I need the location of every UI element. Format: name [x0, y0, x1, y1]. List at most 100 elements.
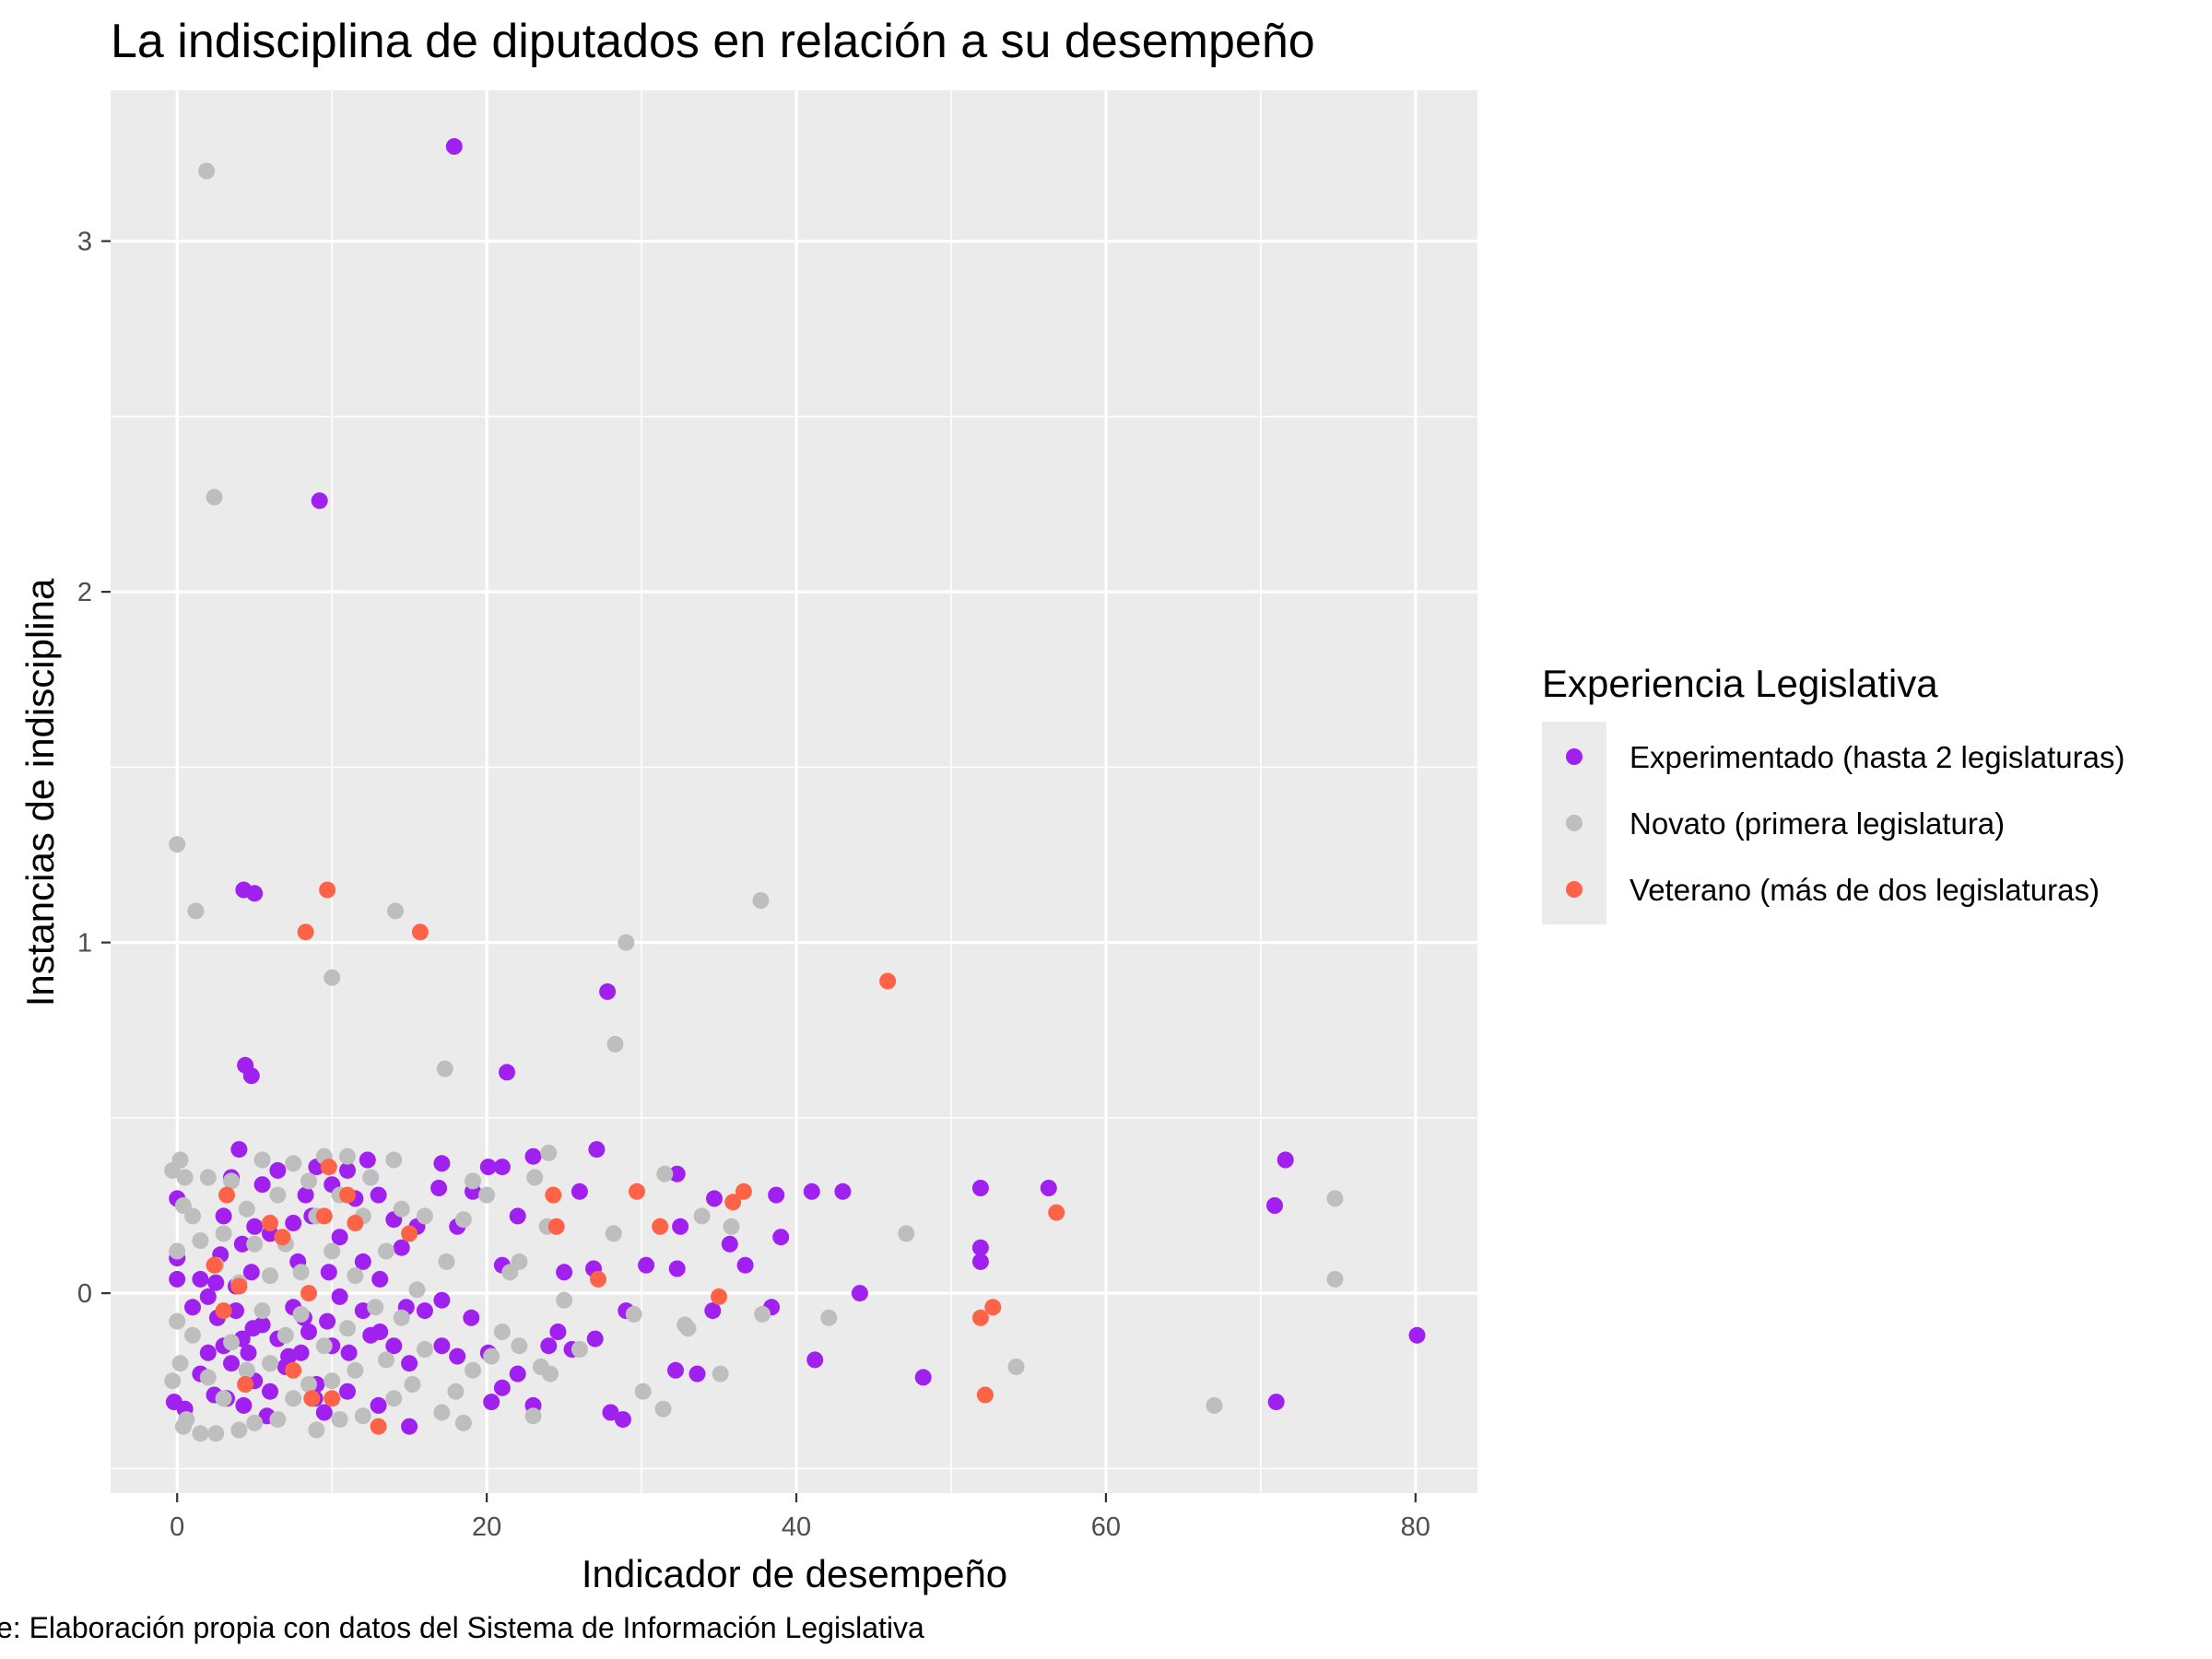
data-point: [184, 1326, 201, 1344]
data-point: [246, 1414, 264, 1431]
data-point: [693, 1207, 711, 1225]
data-point: [803, 1182, 820, 1200]
legend-key-dot: [1566, 815, 1583, 831]
data-point: [319, 1312, 336, 1330]
data-point: [164, 1372, 182, 1390]
data-point: [549, 1324, 567, 1340]
plot-panel: [111, 90, 1477, 1493]
data-point: [1408, 1326, 1426, 1344]
chart-caption: e: Elaboración propia con datos del Sist…: [0, 1611, 924, 1644]
data-point: [1206, 1396, 1223, 1414]
data-point: [416, 1302, 433, 1320]
data-point: [354, 1253, 371, 1270]
data-point: [207, 1274, 225, 1291]
data-point: [199, 1288, 217, 1305]
data-point: [184, 1299, 201, 1316]
data-point: [367, 1299, 384, 1316]
data-point: [385, 1151, 403, 1169]
data-point: [246, 1235, 264, 1253]
data-point: [244, 1320, 262, 1337]
data-point: [602, 1404, 619, 1421]
data-point: [401, 1418, 418, 1435]
data-point: [292, 1264, 310, 1281]
y-tick-label: 1: [77, 929, 92, 959]
data-point: [1007, 1359, 1025, 1375]
data-point: [300, 1376, 317, 1393]
data-point: [971, 1253, 989, 1270]
data-point: [971, 1180, 989, 1196]
data-point: [752, 892, 770, 909]
data-point: [652, 1218, 669, 1235]
data-point: [300, 1172, 317, 1190]
data-point: [274, 1229, 291, 1246]
data-point: [315, 1404, 333, 1421]
data-point: [339, 1320, 356, 1337]
data-point: [230, 1141, 248, 1159]
data-point: [667, 1361, 684, 1379]
data-point: [199, 1344, 217, 1361]
data-point: [712, 1365, 729, 1382]
data-point: [370, 1396, 387, 1414]
data-point: [524, 1407, 542, 1425]
data-point: [898, 1225, 915, 1242]
x-tick-label: 60: [1091, 1512, 1121, 1542]
data-point: [851, 1285, 868, 1302]
data-point: [315, 1207, 333, 1225]
data-point: [215, 1207, 232, 1225]
data-point: [629, 1182, 645, 1200]
data-point: [320, 1264, 337, 1281]
data-point: [449, 1347, 466, 1365]
data-point: [385, 1390, 403, 1407]
data-point: [668, 1165, 686, 1182]
data-point: [679, 1320, 697, 1337]
data-point: [169, 1312, 186, 1330]
data-point: [971, 1239, 989, 1256]
data-point: [207, 1425, 225, 1442]
data-point: [1048, 1204, 1065, 1221]
data-point: [571, 1182, 588, 1200]
data-point: [416, 1341, 433, 1358]
data-point: [253, 1302, 271, 1320]
data-point: [540, 1144, 558, 1161]
data-point: [638, 1256, 655, 1274]
x-tick-label: 0: [170, 1512, 184, 1542]
data-point: [599, 982, 617, 1000]
data-point: [206, 1256, 223, 1274]
data-point: [215, 1302, 232, 1320]
data-point: [242, 1264, 260, 1281]
data-point: [483, 1394, 500, 1411]
legend-item: Experimentado (hasta 2 legislaturas): [1566, 740, 2124, 774]
data-point: [276, 1326, 294, 1344]
data-point: [339, 1186, 356, 1204]
data-point: [879, 972, 897, 990]
data-point: [269, 1411, 287, 1429]
data-point: [768, 1186, 785, 1204]
data-point: [433, 1337, 451, 1355]
data-point: [618, 934, 635, 951]
data-point: [169, 1242, 186, 1260]
data-point: [340, 1344, 358, 1361]
legend-label: Experimentado (hasta 2 legislaturas): [1630, 740, 2124, 774]
data-point: [532, 1359, 549, 1375]
data-point: [976, 1386, 994, 1404]
data-point: [253, 1176, 271, 1194]
data-point: [223, 1355, 240, 1372]
legend-item: Veterano (más de dos legislaturas): [1566, 873, 2100, 907]
data-point: [253, 1151, 271, 1169]
data-point: [436, 1060, 453, 1077]
data-point: [228, 1302, 244, 1320]
data-point: [165, 1394, 182, 1411]
data-point: [499, 1064, 515, 1081]
data-point: [362, 1169, 380, 1186]
data-point: [285, 1155, 302, 1172]
data-point: [240, 1344, 257, 1361]
data-point: [772, 1229, 790, 1246]
data-point: [590, 1270, 606, 1288]
data-point: [362, 1326, 380, 1344]
data-point: [971, 1309, 989, 1326]
data-point: [1267, 1394, 1285, 1411]
data-point: [176, 1169, 194, 1186]
data-point: [393, 1309, 410, 1326]
data-point: [806, 1351, 824, 1369]
data-point: [324, 969, 341, 986]
